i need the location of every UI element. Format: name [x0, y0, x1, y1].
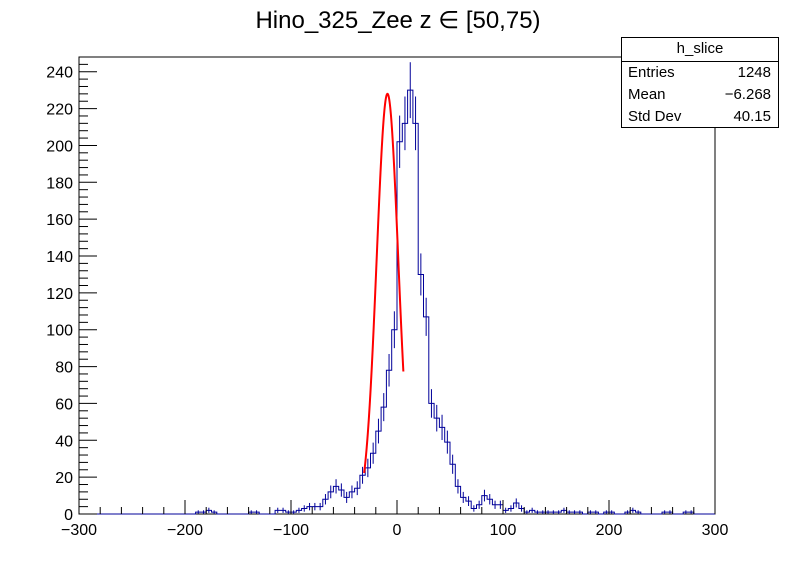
y-tick-label: 220 — [46, 102, 73, 119]
y-tick-label: 40 — [55, 433, 73, 450]
stats-label: Entries — [628, 64, 675, 81]
x-tick-label: −200 — [167, 522, 203, 539]
x-tick-label: −100 — [273, 522, 309, 539]
histogram-line — [79, 89, 715, 515]
x-tick-label: 300 — [702, 522, 729, 539]
stats-value: −6.268 — [724, 86, 771, 103]
y-tick-label: 200 — [46, 138, 73, 155]
stats-box-title: h_slice — [622, 38, 778, 62]
y-tick-label: 20 — [55, 470, 73, 487]
stats-box: h_slice Entries 1248 Mean −6.268 Std Dev… — [621, 37, 779, 128]
y-tick-label: 0 — [64, 507, 73, 524]
y-tick-label: 180 — [46, 175, 73, 192]
y-tick-label: 160 — [46, 212, 73, 229]
stats-label: Std Dev — [628, 108, 682, 125]
chart-title: Hino_325_Zee z ∈ [50,75) — [255, 7, 541, 34]
y-tick-label: 240 — [46, 65, 73, 82]
y-tick-label: 60 — [55, 396, 73, 413]
x-tick-label: 200 — [596, 522, 623, 539]
error-bars — [197, 62, 692, 514]
x-tick-label: 100 — [490, 522, 517, 539]
y-tick-label: 120 — [46, 286, 73, 303]
x-axis: −300 −200 −100 0 100 200 300 — [61, 500, 728, 539]
y-tick-label: 80 — [55, 360, 73, 377]
stats-value: 40.15 — [733, 108, 771, 125]
y-axis: 0 20 40 60 80 100 120 140 160 180 200 220 240 — [46, 56, 97, 524]
stats-row-entries: Entries 1248 — [622, 62, 778, 84]
x-tick-label: 0 — [393, 522, 402, 539]
stats-row-mean: Mean −6.268 — [622, 84, 778, 106]
y-tick-label: 100 — [46, 323, 73, 340]
stats-value: 1248 — [737, 64, 771, 81]
histogram-series — [79, 89, 715, 515]
gaussian-fit — [363, 92, 405, 474]
stats-label: Mean — [628, 86, 666, 103]
x-tick-label: −300 — [61, 522, 97, 539]
y-tick-label: 140 — [46, 249, 73, 266]
stats-row-std-dev: Std Dev 40.15 — [622, 106, 778, 128]
fit-curve — [363, 92, 405, 474]
